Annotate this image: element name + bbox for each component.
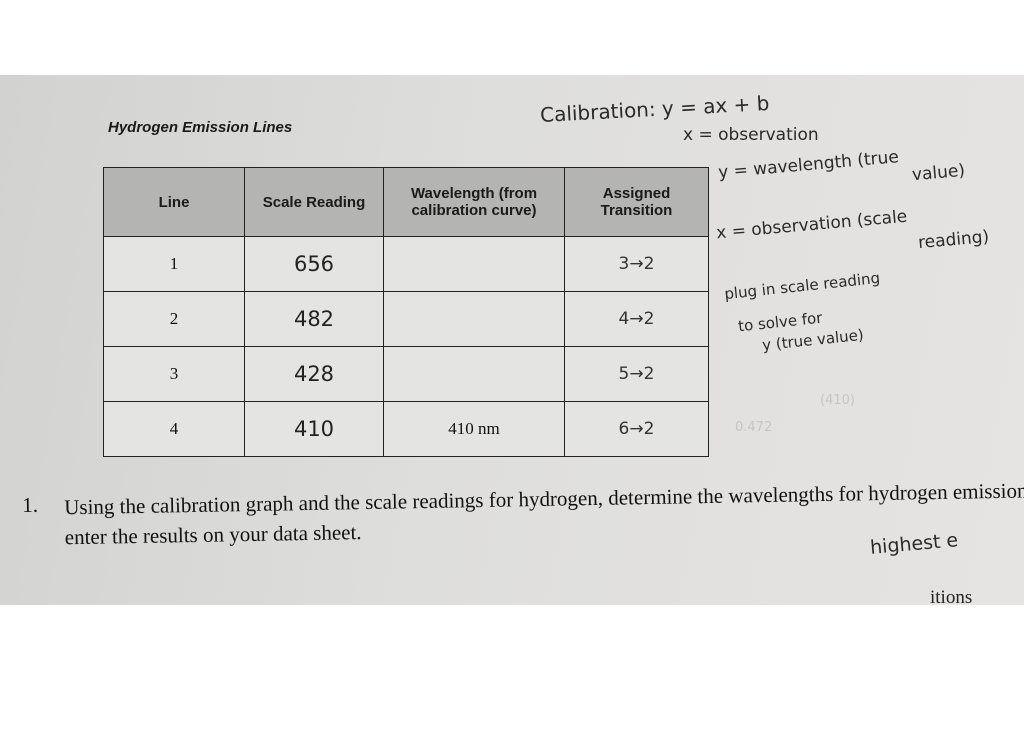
- table-cell: 4→2: [564, 291, 709, 347]
- handwritten-note: value): [911, 160, 966, 186]
- column-header: Assigned Transition: [564, 167, 709, 237]
- table-cell: 410: [244, 401, 384, 457]
- handwritten-note: (410): [820, 393, 855, 408]
- handwritten-note: 0.472: [735, 420, 773, 435]
- table-cell: 3: [103, 346, 245, 402]
- handwritten-note: x = observation (scale: [715, 206, 909, 244]
- table-cell: 656: [244, 236, 384, 292]
- table-row: 2 482 4→2: [103, 291, 709, 347]
- photo: Hydrogen Emission Lines Line Scale Readi…: [0, 75, 1024, 605]
- table-cell: 428: [244, 346, 384, 402]
- handwritten-note: x = observation: [683, 125, 819, 145]
- column-header: Scale Reading: [244, 167, 384, 237]
- table-cell: [383, 291, 565, 347]
- table-row: 1 656 3→2: [103, 236, 709, 292]
- table-cell: 4: [103, 401, 245, 457]
- handwritten-note: reading): [917, 226, 990, 254]
- table-cell: 2: [103, 291, 245, 347]
- table-row: 3 428 5→2: [103, 346, 709, 402]
- cut-text: itions Assign: [930, 587, 973, 605]
- table-cell: 1: [103, 236, 245, 292]
- background: [0, 605, 1024, 741]
- table-cell: [383, 236, 565, 292]
- table-cell: 6→2: [564, 401, 709, 457]
- table-cell: 410 nm: [383, 401, 565, 457]
- column-header: Line: [103, 167, 245, 237]
- handwritten-note: Calibration: y = ax + b: [539, 91, 770, 127]
- title: Hydrogen Emission Lines: [108, 119, 293, 136]
- column-header: Wavelength (from calibration curve): [383, 167, 565, 237]
- table-cell: 482: [244, 291, 384, 347]
- table-cell: 5→2: [564, 346, 709, 402]
- handwritten-note: plug in scale reading: [723, 268, 881, 304]
- table-cell: 3→2: [564, 236, 709, 292]
- handwritten-note: y = wavelength (true: [717, 147, 900, 183]
- table-cell: [383, 346, 565, 402]
- data-table: Line Scale Reading Wavelength (from cali…: [103, 167, 709, 457]
- table-row: 4 410 410 nm 6→2: [103, 401, 709, 457]
- question-number: 1.: [22, 492, 39, 517]
